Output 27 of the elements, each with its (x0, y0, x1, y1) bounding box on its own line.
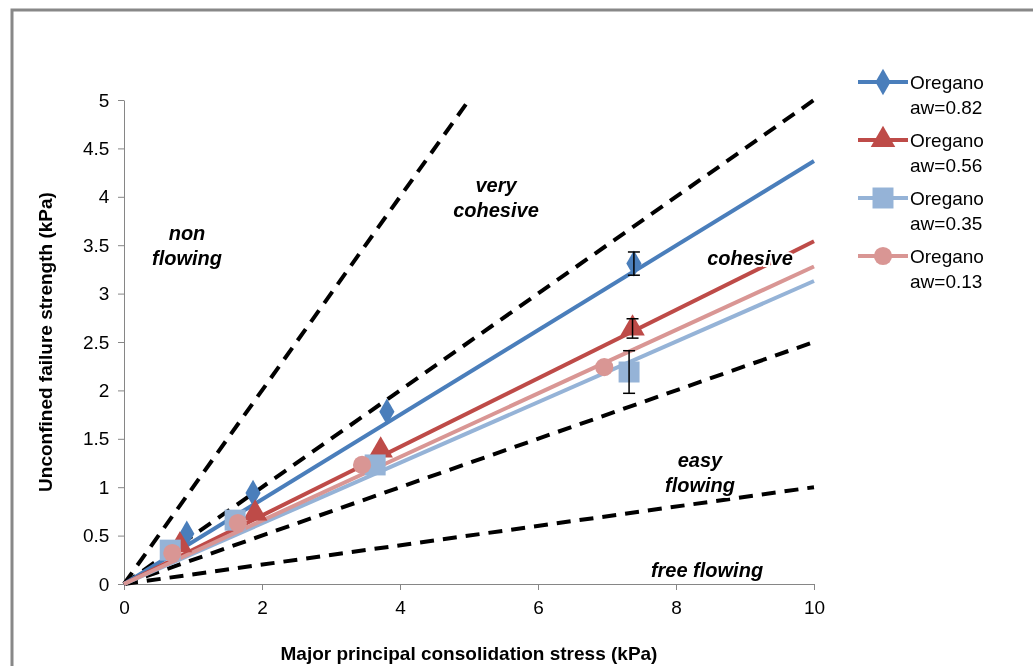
y-tick-label: 5 (98, 89, 110, 111)
annotation: easy flowing (665, 448, 735, 496)
x-tick-label: 4 (395, 596, 407, 618)
y-tick-label: 1 (98, 476, 110, 498)
y-tick-label: 2.5 (82, 331, 110, 353)
y-tick-label: 3.5 (82, 234, 110, 256)
annotation: free flowing (650, 559, 764, 581)
x-tick-label: 2 (257, 596, 268, 618)
y-tick-label: 2 (98, 379, 110, 401)
x-tick-label: 8 (671, 596, 682, 618)
legend-label: Oregano aw=0.56 (910, 130, 984, 176)
y-tick-label: 3 (98, 283, 110, 305)
y-tick-label: 0 (98, 573, 110, 595)
x-tick-label: 10 (803, 596, 826, 618)
x-tick-label: 0 (119, 596, 130, 618)
y-tick-label: 1.5 (82, 428, 110, 450)
annotation: non flowing (152, 221, 222, 269)
y-tick-label: 0.5 (82, 525, 110, 547)
x-axis-title: Major principal consolidation stress (kPa) (280, 643, 658, 664)
x-tick-label: 6 (533, 596, 544, 618)
legend-label: Oregano aw=0.35 (910, 188, 984, 234)
legend-label: Oregano aw=0.82 (910, 72, 984, 118)
annotation: very cohesive (453, 173, 539, 221)
legend-label: Oregano aw=0.13 (910, 246, 984, 292)
y-axis-title: Unconfined failure strength (kPa) (35, 192, 56, 492)
y-tick-label: 4.5 (82, 137, 110, 159)
y-tick-label: 4 (98, 186, 110, 208)
